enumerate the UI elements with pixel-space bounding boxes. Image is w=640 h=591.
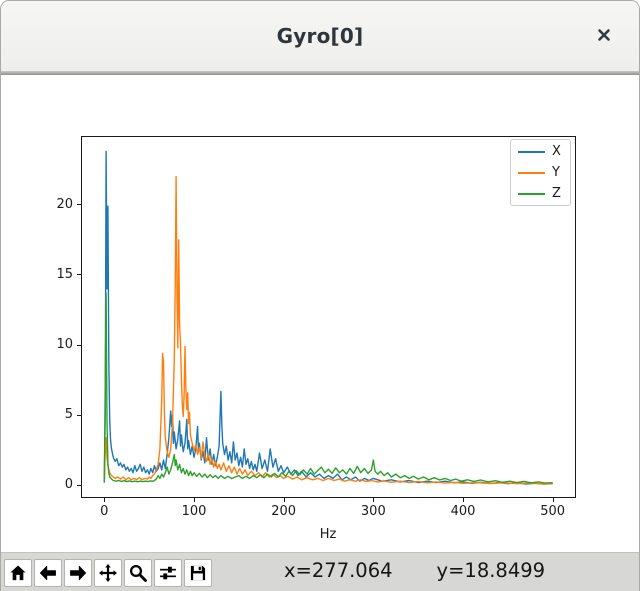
back-button[interactable] [34,558,62,587]
x-tick-label: 500 [540,504,566,519]
legend-label: Z [552,186,561,201]
home-icon [8,563,28,583]
save-floppy-icon [188,563,208,583]
legend-item-z: Z [518,187,563,201]
back-arrow-icon [38,563,58,583]
save-button[interactable] [184,558,212,587]
close-icon [595,26,613,47]
window-title: Gyro[0] [276,24,364,48]
x-tick-mark [193,498,195,502]
series-line-y [103,176,553,485]
y-tick-mark [77,414,81,416]
configure-subplots-button[interactable] [154,558,182,587]
y-coordinate-readout: y=18.8499 [436,559,546,582]
zoom-magnifier-icon [128,563,148,583]
x-tick-label: 0 [100,504,109,519]
series-lines [103,150,553,485]
legend-label: X [552,144,561,159]
forward-button[interactable] [64,558,92,587]
y-tick-label: 5 [64,407,73,423]
legend-label: Y [552,165,560,180]
pan-button[interactable] [94,558,122,587]
axes-frame [81,136,576,498]
cursor-coordinates: x=277.064 y=18.8499 [284,559,545,582]
x-tick-label: 100 [181,504,207,519]
forward-arrow-icon [68,563,88,583]
y-tick-label: 0 [64,477,73,493]
x-tick-label: 400 [450,504,476,519]
legend-item-x: X [518,145,563,159]
close-button[interactable] [591,23,617,49]
x-tick-mark [463,498,464,502]
navigation-toolbar: x=277.064 y=18.8499 [1,552,639,591]
legend-line-swatch [518,193,545,195]
x-tick-label: 200 [271,504,297,519]
title-bar[interactable]: Gyro[0] [1,1,639,71]
legend-line-swatch [518,172,545,174]
y-tick-label: 20 [56,196,73,212]
y-tick-mark [77,344,81,346]
series-line-x [103,150,553,485]
pan-move-icon [98,563,118,583]
legend-item-y: Y [518,166,563,180]
series-line-z [103,292,553,484]
x-tick-mark [373,498,375,502]
sliders-icon [158,563,178,583]
x-tick-mark [283,498,285,502]
y-tick-mark [77,484,81,486]
legend-line-swatch [518,151,545,153]
zoom-button[interactable] [124,558,152,587]
y-tick-label: 15 [56,266,73,282]
x-axis-label: Hz [319,527,337,542]
x-tick-mark [552,498,554,502]
x-tick-label: 300 [360,504,386,519]
header-divider [1,71,639,75]
y-tick-mark [77,204,81,206]
plot-area[interactable] [81,136,576,498]
y-tick-label: 10 [56,337,73,353]
toolbar-buttons [4,558,212,587]
y-tick-mark [77,274,81,276]
x-coordinate-readout: x=277.064 [284,559,393,582]
x-tick-mark [104,498,106,502]
home-button[interactable] [4,558,32,587]
